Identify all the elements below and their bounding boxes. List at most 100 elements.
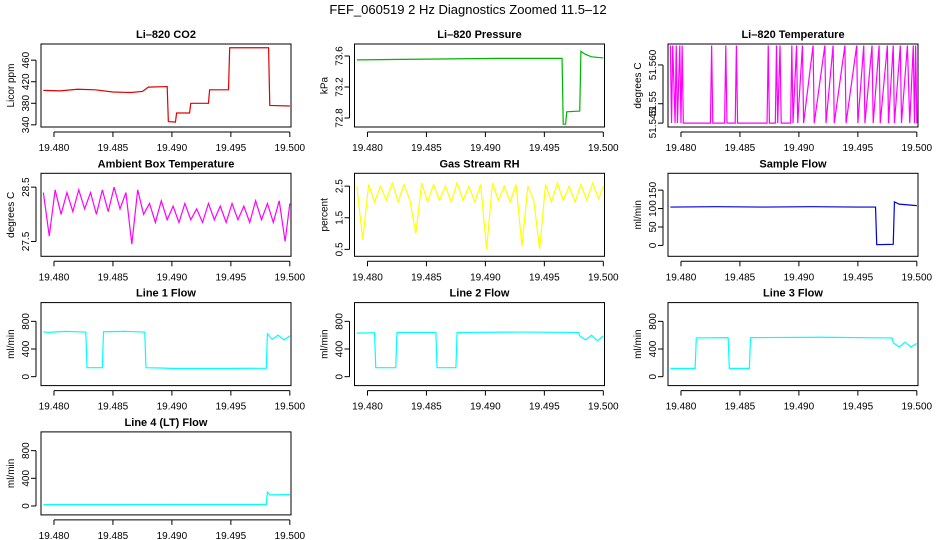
x-tick-label: 19.500 bbox=[588, 272, 619, 283]
panel-title: Ambient Box Temperature bbox=[98, 158, 235, 170]
data-line bbox=[356, 181, 604, 250]
plot-area bbox=[356, 181, 604, 250]
panel: Ambient Box Temperature degrees C 19.480 19… bbox=[6, 158, 306, 283]
y-axis-label: percent bbox=[320, 198, 331, 232]
y-tick-label: 0 bbox=[335, 373, 346, 379]
x-tick-label: 19.485 bbox=[411, 272, 442, 283]
x-tick-label: 19.485 bbox=[98, 402, 129, 413]
y-tick-label: 100 bbox=[648, 200, 659, 217]
x-tick-label: 19.490 bbox=[470, 272, 501, 283]
panel-title: Line 1 Flow bbox=[136, 288, 196, 300]
x-tick-label: 19.500 bbox=[275, 531, 306, 540]
x-tick-label: 19.490 bbox=[157, 531, 188, 540]
x-tick-label: 19.480 bbox=[352, 143, 383, 154]
x-tick-label: 19.500 bbox=[275, 143, 306, 154]
x-tick-label: 19.480 bbox=[352, 272, 383, 283]
panel-title: Line 3 Flow bbox=[763, 288, 823, 300]
x-tick-label: 19.495 bbox=[529, 272, 560, 283]
y-tick-label: 27.5 bbox=[21, 231, 32, 251]
y-axis-label: ml/min bbox=[320, 329, 331, 358]
plot-frame bbox=[40, 302, 292, 387]
plot-area bbox=[669, 45, 918, 124]
data-line bbox=[43, 330, 291, 369]
panel: Li–820 Pressure kPa 19.480 19.485 19.490 19.4… bbox=[320, 29, 620, 154]
data-line bbox=[42, 186, 291, 245]
x-tick-label: 19.485 bbox=[725, 143, 756, 154]
plot-frame bbox=[354, 172, 605, 257]
x-tick-label: 19.500 bbox=[275, 272, 306, 283]
y-tick-label: 150 bbox=[648, 181, 659, 198]
y-tick-label: 0.5 bbox=[335, 242, 346, 256]
y-axis-label: Licor ppm bbox=[6, 64, 17, 108]
panel: Line 4 (LT) Flow ml/min 19.480 19.485 19.490… bbox=[6, 417, 306, 540]
panel: Line 3 Flow ml/min 19.480 19.485 19.490 19.49… bbox=[633, 288, 933, 413]
x-tick-label: 19.495 bbox=[843, 143, 874, 154]
plot-area bbox=[670, 200, 917, 246]
panel: Gas Stream RH percent 19.480 19.485 19.490 19… bbox=[320, 158, 620, 283]
plot-frame bbox=[40, 172, 292, 257]
y-tick-label: 800 bbox=[21, 313, 32, 330]
panel-title: Sample Flow bbox=[759, 158, 827, 170]
panel: Li–820 Temperature degrees C 19.480 19.485 1… bbox=[633, 29, 933, 154]
y-axis-label: degrees C bbox=[633, 62, 644, 108]
x-tick-label: 19.495 bbox=[843, 272, 874, 283]
y-tick-label: 51.560 bbox=[648, 49, 659, 80]
y-tick-label: 460 bbox=[21, 51, 32, 68]
y-tick-label: 50 bbox=[648, 221, 659, 233]
panel: Line 1 Flow ml/min 19.480 19.485 19.490 19.49… bbox=[6, 288, 306, 413]
x-tick-label: 19.490 bbox=[784, 143, 815, 154]
plot-frame bbox=[354, 43, 605, 128]
x-tick-label: 19.485 bbox=[411, 402, 442, 413]
x-tick-label: 19.490 bbox=[784, 272, 815, 283]
y-axis-label: ml/min bbox=[6, 329, 17, 358]
x-tick-label: 19.490 bbox=[157, 272, 188, 283]
data-line bbox=[670, 200, 917, 246]
x-tick-label: 19.500 bbox=[588, 143, 619, 154]
x-tick-label: 19.480 bbox=[39, 272, 70, 283]
x-tick-label: 19.480 bbox=[39, 402, 70, 413]
x-tick-label: 19.490 bbox=[470, 143, 501, 154]
y-tick-label: 340 bbox=[21, 116, 32, 133]
x-tick-label: 19.485 bbox=[411, 143, 442, 154]
panel-title: Li–820 Temperature bbox=[741, 29, 844, 41]
y-axis-label: degrees C bbox=[6, 192, 17, 238]
panel: Li–820 CO2 Licor ppm 19.480 19.485 19.490 19.… bbox=[6, 29, 306, 154]
x-tick-label: 19.490 bbox=[784, 402, 815, 413]
y-tick-label: 400 bbox=[335, 340, 346, 357]
y-tick-label: 0 bbox=[648, 373, 659, 379]
y-tick-label: 0 bbox=[21, 503, 32, 509]
y-tick-label: 73.6 bbox=[335, 46, 346, 66]
y-tick-label: 380 bbox=[21, 95, 32, 112]
data-line bbox=[670, 336, 918, 369]
plot-frame bbox=[40, 431, 292, 516]
x-tick-label: 19.500 bbox=[902, 143, 933, 154]
plot-frame bbox=[667, 302, 919, 387]
panel-title: Line 2 Flow bbox=[450, 288, 510, 300]
panel-title: Li–820 CO2 bbox=[136, 29, 196, 41]
x-tick-label: 19.495 bbox=[216, 272, 247, 283]
x-tick-label: 19.500 bbox=[588, 402, 619, 413]
y-tick-label: 400 bbox=[648, 340, 659, 357]
x-tick-label: 19.495 bbox=[216, 143, 247, 154]
y-tick-label: 2.5 bbox=[335, 179, 346, 193]
y-tick-label: 1.5 bbox=[335, 210, 346, 224]
y-axis-label: ml/min bbox=[633, 329, 644, 358]
x-tick-label: 19.495 bbox=[529, 402, 560, 413]
x-tick-label: 19.495 bbox=[843, 402, 874, 413]
x-tick-label: 19.490 bbox=[470, 402, 501, 413]
y-tick-label: 800 bbox=[648, 313, 659, 330]
plot-area bbox=[42, 186, 291, 245]
x-tick-label: 19.495 bbox=[216, 531, 247, 540]
x-tick-label: 19.480 bbox=[39, 531, 70, 540]
plot-area bbox=[670, 336, 918, 369]
plot-area bbox=[356, 50, 604, 125]
y-tick-label: 0 bbox=[21, 373, 32, 379]
panel-title: Gas Stream RH bbox=[439, 158, 519, 170]
x-tick-label: 19.490 bbox=[157, 402, 188, 413]
plot-area bbox=[43, 47, 290, 123]
data-line bbox=[43, 490, 290, 506]
plot-area bbox=[43, 490, 290, 506]
data-line bbox=[669, 45, 918, 124]
y-axis-label: ml/min bbox=[633, 200, 644, 229]
